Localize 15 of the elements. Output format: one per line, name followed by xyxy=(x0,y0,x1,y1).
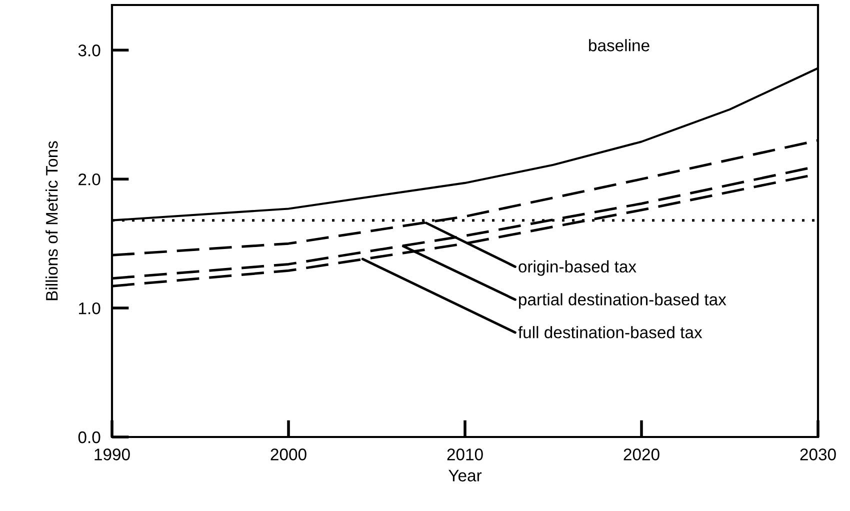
y-tick-label: 0.0 xyxy=(78,431,100,444)
annotation: full destination-based tax xyxy=(518,326,702,338)
x-tick-label: 1990 xyxy=(94,448,130,460)
x-axis-title: Year xyxy=(448,470,482,482)
text: baseline xyxy=(589,39,650,52)
y-tick-label: 2.0 xyxy=(78,173,100,186)
x-tick-label: 2000 xyxy=(270,448,306,460)
x-tick-label: 2020 xyxy=(624,448,660,460)
y-tick-label: 1.0 xyxy=(78,302,100,314)
annotation: partial destination-based tax xyxy=(519,293,726,309)
y-axis-title: Billions of Metric Tons xyxy=(46,141,58,300)
y-tick-label: 3.0 xyxy=(78,44,100,56)
x-tick-label: 2010 xyxy=(447,448,483,460)
x-tick-label: 2030 xyxy=(800,448,836,460)
annotation: origin-based tax xyxy=(518,260,636,276)
